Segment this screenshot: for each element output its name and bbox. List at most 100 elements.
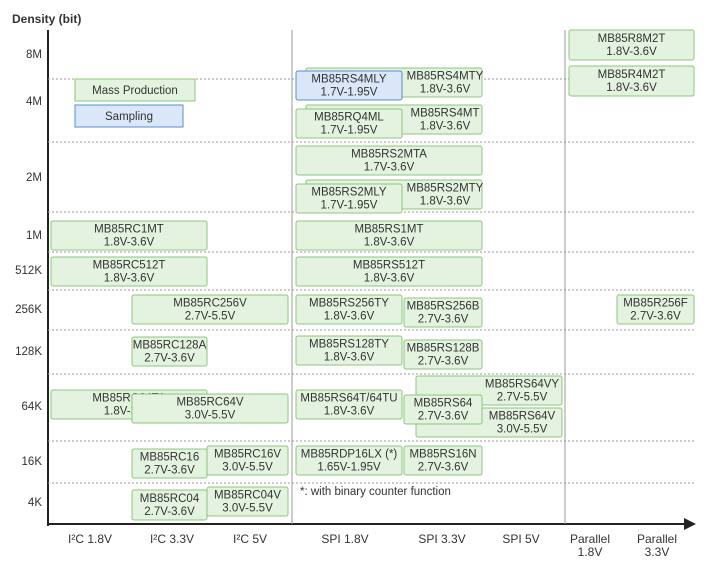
product-name: MB85RS4MLY [311,74,387,86]
x-label: SPI 1.8V [321,532,368,546]
product-voltage: 3.0V-5.5V [222,462,273,474]
product-name: MB85RS512T [353,260,425,272]
product-voltage: 3.0V-5.5V [222,503,273,515]
product-name: MB85R8M2T [598,33,666,45]
product-voltage: 1.8V-3.6V [420,84,471,96]
product-voltage: 1.8V-3.6V [324,352,375,364]
y-label: 16K [22,456,43,468]
product-box [295,445,403,476]
product-voltage: 1.7V-3.6V [364,162,415,174]
product-name: MB85RS256TY [309,298,389,310]
product-box [131,336,208,367]
product-voltage: 1.65V-1.95V [317,462,381,474]
y-axis-title: Density (bit) [12,12,81,26]
product-voltage: 1.7V-1.95V [321,200,378,212]
product-name: MB85RS2MTA [351,149,427,161]
product-name: MB85RC04V [214,490,281,502]
product-voltage: 2.7V-3.6V [418,462,469,474]
product-box [403,297,483,328]
product-voltage: 2.7V-3.6V [144,353,195,365]
product-voltage: 3.0V-5.5V [185,410,236,422]
product-voltage: 1.8V-3.6V [324,406,375,418]
x-label: Parallel [637,532,677,546]
product-box [295,70,403,101]
product-name: MB85RS16N [409,449,476,461]
product-voltage: 1.8V-3.6V [364,237,415,249]
y-label: 64K [22,401,43,413]
product-voltage: 2.7V-3.6V [418,411,469,423]
y-label: 512K [15,265,42,277]
product-voltage: 1.8V-3.6V [606,82,657,94]
x-label: 3.3V [645,545,670,559]
product-name: MB85RS256B [407,301,480,313]
product-box [295,220,483,251]
product-name: MB85RDP16LX (*) [301,449,398,461]
y-label: 4M [26,96,42,108]
product-name: MB85RC04 [140,493,200,505]
product-box [295,294,403,325]
x-label: Parallel [570,532,610,546]
product-voltage: 2.7V-5.5V [497,392,548,404]
product-box [295,145,483,176]
product-box [50,220,208,251]
product-box [616,294,695,325]
product-name: MB85RS4MT [410,108,479,120]
x-axis-arrow [684,518,696,530]
product-box [295,256,483,287]
product-name: MB85RC128A [133,340,207,352]
product-box [50,256,208,287]
product-name: MB85RC64V [176,397,243,409]
product-box [131,393,289,424]
product-name: MB85RS4MTY [407,71,484,83]
product-voltage: 1.8V-3.6V [104,273,155,285]
product-voltage: 2.7V-3.6V [144,465,195,477]
x-label: I²C 5V [233,532,267,546]
x-label: SPI 5V [502,532,539,546]
product-voltage: 1.7V-1.95V [321,125,378,137]
y-label: 256K [15,304,42,316]
product-box [131,489,208,521]
product-name: MB85RS2MLY [311,187,387,199]
product-box [403,339,483,370]
x-label: 1.8V [578,545,603,559]
product-voltage: 1.8V-3.6V [104,237,155,249]
product-voltage: 1.8V-3.6V [324,311,375,323]
y-label: 1M [26,230,42,242]
product-name: MB85RS64VY [485,379,559,391]
product-name: MB85RS128B [407,343,480,355]
product-box [295,108,403,139]
note: *: with binary counter function [300,486,451,498]
legend-swatch [74,78,196,102]
product-box [403,445,483,476]
product-voltage: 1.8V-3.6V [606,46,657,58]
product-box [403,394,483,425]
product-name: MB85RS128TY [309,339,389,351]
product-voltage: 3.0V-5.5V [497,424,548,436]
product-name: MB85R4M2T [598,69,666,81]
product-box [295,335,403,366]
product-voltage: 1.8V-3.6V [420,196,471,208]
x-label: I²C 1.8V [68,532,112,546]
product-box [295,183,403,214]
product-name: MB85RQ4ML [314,112,384,124]
product-name: MB85RC1MT [94,224,164,236]
y-label: 128K [15,346,42,358]
legend-swatch [74,104,184,128]
product-name: MB85RS2MTY [407,183,484,195]
product-voltage: 2.7V-3.6V [418,314,469,326]
x-label: SPI 3.3V [418,532,465,546]
product-box [568,65,695,97]
product-box [131,448,208,479]
product-box [131,294,289,325]
product-voltage: 2.7V-3.6V [418,356,469,368]
product-box [568,29,695,61]
product-voltage: 1.8V-3.6V [420,121,471,133]
legend-label: Mass Production [92,85,178,97]
product-name: MB85RS64V [489,411,556,423]
product-voltage: 1.8V-3.6V [364,273,415,285]
product-name: MB85RC16 [140,452,199,464]
product-name: MB85RS64 [414,398,473,410]
product-voltage: 2.7V-5.5V [185,311,236,323]
product-box [295,389,403,420]
